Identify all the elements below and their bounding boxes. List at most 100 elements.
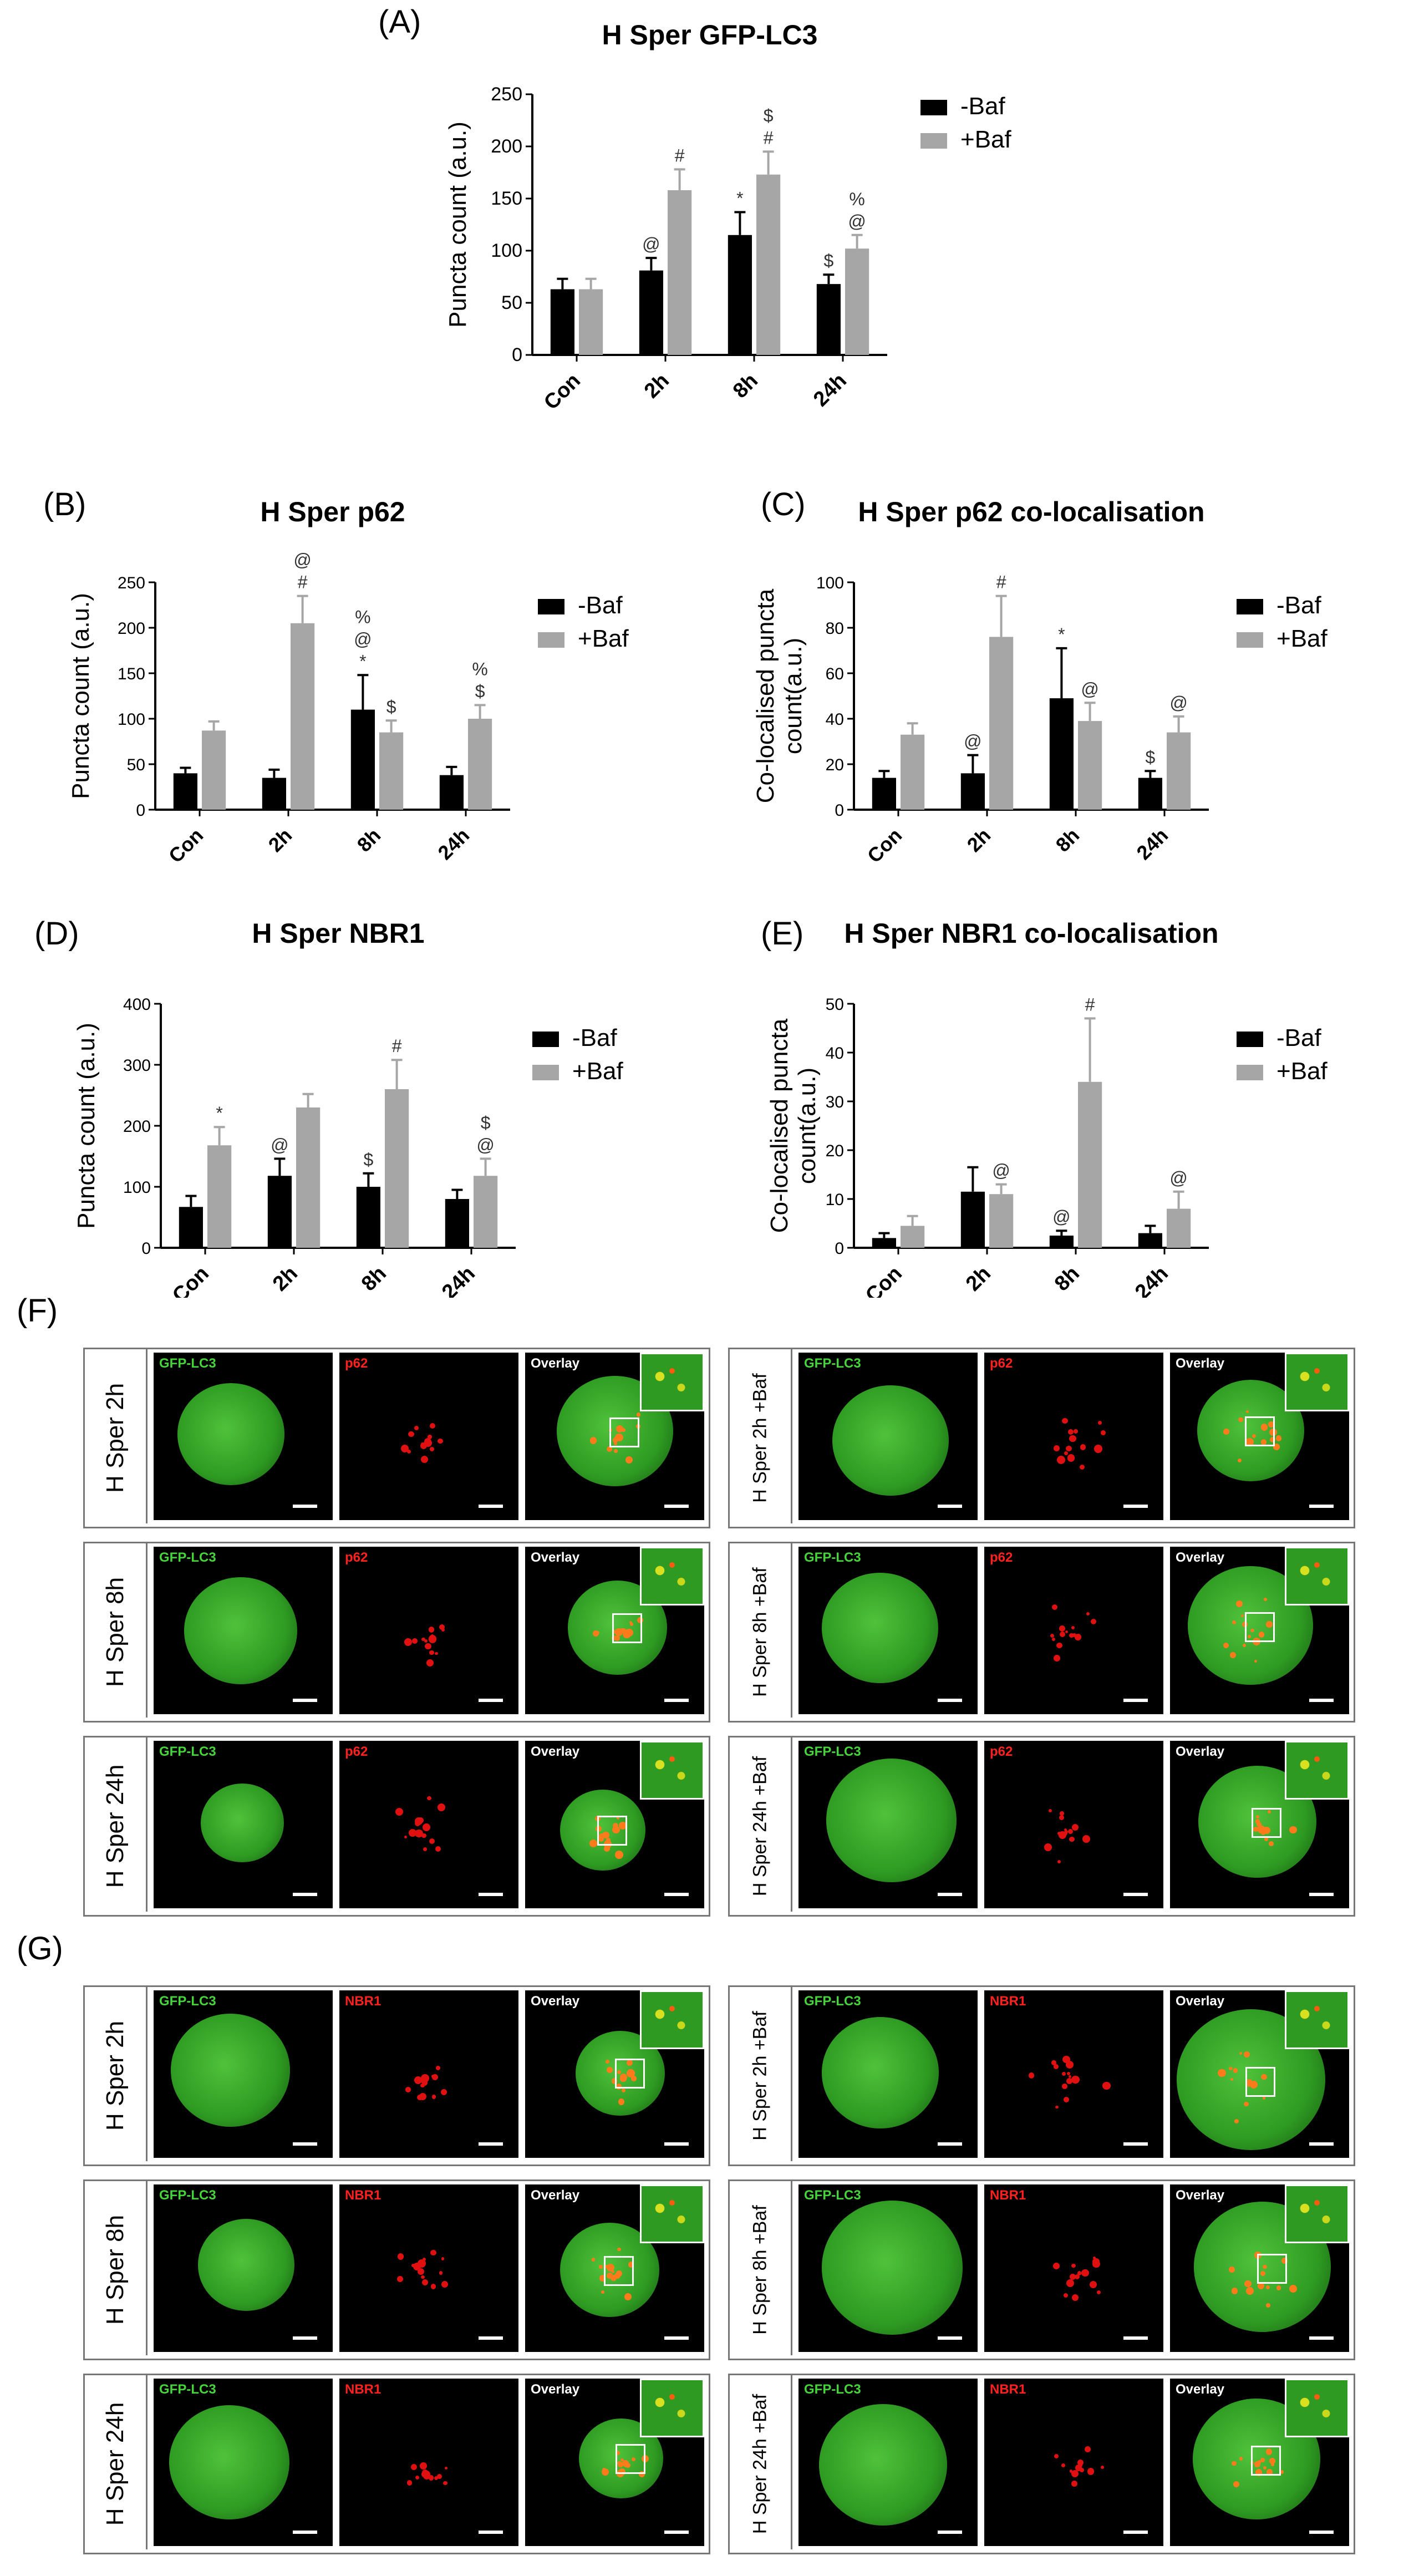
red-punctum	[1069, 1633, 1075, 1638]
red-punctum	[1244, 2101, 1249, 2107]
significance-marker: @	[848, 211, 866, 231]
y-tick-label: 400	[123, 995, 151, 1014]
chart-title: H Sper p62 co-localisation	[858, 496, 1204, 527]
row-label-divider	[146, 1737, 147, 1912]
y-tick-label: 150	[118, 665, 145, 683]
bar-minus-baf-24h	[439, 775, 464, 810]
channel-label: GFP-LC3	[159, 2382, 216, 2397]
chart-a-gfp-lc3: H Sper GFP-LC3 Puncta count (a.u.) 0 50 100 1…	[444, 19, 1012, 410]
red-punctum	[1096, 2290, 1101, 2295]
scale-bar	[664, 2336, 689, 2340]
red-punctum	[628, 2262, 634, 2268]
row-label: H Sper 8h +Baf	[749, 2205, 771, 2335]
red-punctum	[612, 1635, 617, 1640]
red-punctum	[1075, 2465, 1082, 2472]
micrograph-cell-overlay: Overlay	[1170, 1741, 1349, 1908]
roi-box	[1257, 2253, 1287, 2284]
micrograph-panel-f: H Sper 2h GFP-LC3 p62 Overlay H Sper 8h GFP-L…	[83, 1348, 1355, 1919]
bar-plus-baf-2h	[291, 623, 315, 810]
red-punctum	[1064, 1830, 1068, 1834]
red-punctum	[1266, 1621, 1273, 1628]
red-punctum	[623, 1630, 632, 1638]
row-label: H Sper 2h	[101, 1383, 129, 1493]
significance-marker: #	[392, 1036, 402, 1056]
red-punctum	[616, 2451, 620, 2455]
channel-label: Overlay	[531, 2188, 580, 2203]
red-punctum	[1054, 2064, 1059, 2069]
zoom-inset	[640, 1990, 704, 2049]
x-tick-label: 24h	[1131, 1262, 1173, 1298]
scale-bar	[664, 1699, 689, 1702]
red-punctum	[1062, 2071, 1066, 2076]
channel-label: GFP-LC3	[804, 1744, 861, 1759]
red-punctum	[1235, 1600, 1243, 1607]
red-punctum	[620, 1628, 625, 1633]
red-punctum	[603, 1846, 610, 1852]
bar-minus-baf-24h	[1138, 1233, 1162, 1248]
red-punctum	[443, 2481, 447, 2486]
channel-label: NBR1	[345, 2188, 382, 2203]
red-punctum	[429, 1447, 434, 1451]
micrograph-cell-second-channel: p62	[984, 1741, 1163, 1908]
red-punctum	[599, 2265, 603, 2269]
y-tick-label: 20	[826, 1142, 844, 1160]
legend-swatch-minus-baf	[1237, 1032, 1263, 1047]
significance-marker: #	[298, 572, 308, 592]
micrograph-cell-gfp-lc3: GFP-LC3	[154, 2184, 333, 2352]
y-tick-label: 0	[835, 1239, 844, 1258]
red-punctum	[1266, 2285, 1270, 2289]
significance-marker: *	[736, 188, 743, 208]
scale-bar	[938, 2336, 962, 2340]
red-punctum	[1064, 1451, 1068, 1455]
red-punctum	[1228, 2266, 1235, 2273]
scale-bar	[1123, 2531, 1148, 2534]
channel-label: p62	[345, 1356, 368, 1371]
scale-bar	[479, 2336, 503, 2340]
micrograph-row: H Sper 8h GFP-LC3 p62 Overlay	[83, 1542, 710, 1723]
red-punctum	[1050, 1634, 1054, 1638]
red-punctum	[1232, 2461, 1237, 2466]
red-punctum	[1269, 1841, 1274, 1846]
red-punctum	[1289, 2284, 1298, 2293]
red-punctum	[596, 1630, 600, 1634]
red-punctum	[1053, 1655, 1060, 1662]
red-punctum	[612, 1823, 619, 1829]
scale-bar	[1309, 2336, 1334, 2340]
red-punctum	[1051, 2060, 1056, 2065]
panel-letter-b: (B)	[43, 486, 87, 522]
red-punctum	[616, 1425, 624, 1432]
scale-bar	[1309, 1699, 1334, 1702]
zoom-inset	[640, 2379, 704, 2437]
red-punctum	[1028, 2072, 1035, 2079]
channel-label: NBR1	[990, 2188, 1026, 2203]
red-punctum	[429, 1650, 434, 1655]
red-punctum	[617, 2070, 622, 2075]
micrograph-cell-gfp-lc3: GFP-LC3	[154, 1547, 333, 1714]
red-punctum	[1063, 2293, 1068, 2298]
channel-label: p62	[990, 1550, 1013, 1565]
scale-bar	[1309, 2531, 1334, 2534]
red-punctum	[614, 1442, 617, 1445]
red-punctum	[426, 1659, 434, 1667]
scale-bar	[1309, 1505, 1334, 1508]
cell-body-gfp	[198, 2219, 295, 2311]
bar-minus-baf-con	[179, 1207, 203, 1248]
bar-minus-baf-2h	[267, 1176, 292, 1248]
red-punctum	[1233, 2481, 1240, 2487]
scale-bar	[938, 1505, 962, 1508]
micrograph-row: H Sper 8h +Baf GFP-LC3 p62 Overlay	[728, 1542, 1355, 1723]
chart-d-nbr1: H Sper NBR1 Puncta count (a.u.) 0 100 200 300…	[73, 918, 624, 1298]
red-punctum	[1244, 2280, 1252, 2288]
row-label-divider	[146, 2375, 147, 2549]
micrograph-cell-overlay: Overlay	[1170, 1990, 1349, 2158]
y-tick-label: 100	[491, 240, 522, 261]
bar-minus-baf-con	[550, 289, 574, 355]
y-axis-label: Puncta count (a.u.)	[73, 1023, 100, 1229]
red-punctum	[1260, 2074, 1267, 2080]
red-punctum	[435, 1652, 438, 1655]
significance-marker: $	[364, 1150, 374, 1170]
channel-label: GFP-LC3	[159, 1744, 216, 1759]
red-punctum	[601, 2290, 605, 2294]
micrograph-row: H Sper 24h GFP-LC3 p62 Overlay	[83, 1736, 710, 1917]
channel-label: NBR1	[345, 2382, 382, 2397]
